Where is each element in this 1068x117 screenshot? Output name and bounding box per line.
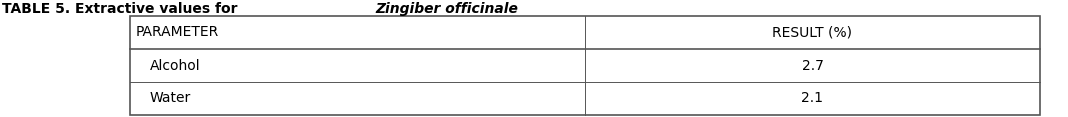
Text: Water: Water	[150, 91, 191, 106]
Text: PARAMETER: PARAMETER	[136, 26, 219, 40]
Text: RESULT (%): RESULT (%)	[772, 26, 852, 40]
Text: TABLE 5. Extractive values for: TABLE 5. Extractive values for	[2, 2, 242, 16]
Text: 2.1: 2.1	[801, 91, 823, 106]
Text: Alcohol: Alcohol	[150, 58, 201, 73]
Text: 2.7: 2.7	[802, 58, 823, 73]
Text: Zingiber officinale: Zingiber officinale	[376, 2, 518, 16]
Bar	[130, 16, 1040, 115]
